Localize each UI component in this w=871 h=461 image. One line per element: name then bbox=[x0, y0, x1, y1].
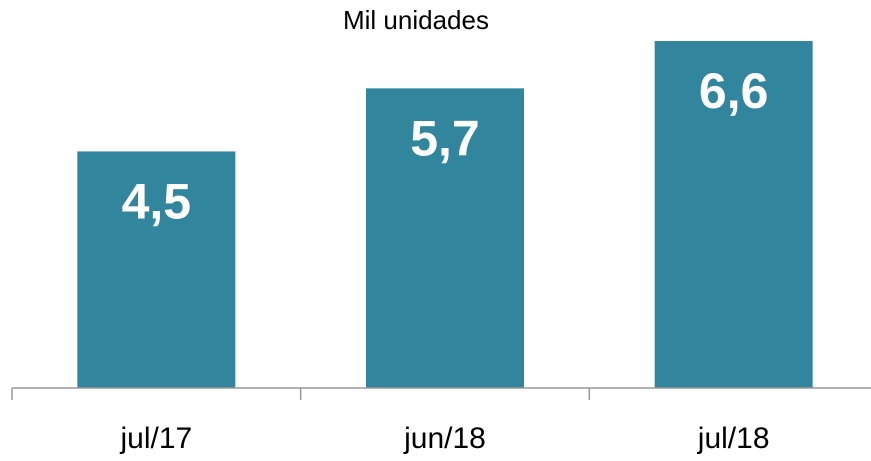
value-label: 5,7 bbox=[410, 111, 480, 167]
bar bbox=[654, 41, 813, 389]
bar bbox=[77, 151, 236, 388]
value-label: 4,5 bbox=[122, 174, 192, 230]
x-tick-label: jun/18 bbox=[403, 422, 486, 455]
bar bbox=[366, 88, 524, 388]
x-tick-label: jul/18 bbox=[697, 422, 770, 455]
value-label: 6,6 bbox=[699, 63, 769, 119]
chart-title: Mil unidades bbox=[343, 5, 489, 35]
x-tick-label: jul/17 bbox=[119, 422, 192, 455]
